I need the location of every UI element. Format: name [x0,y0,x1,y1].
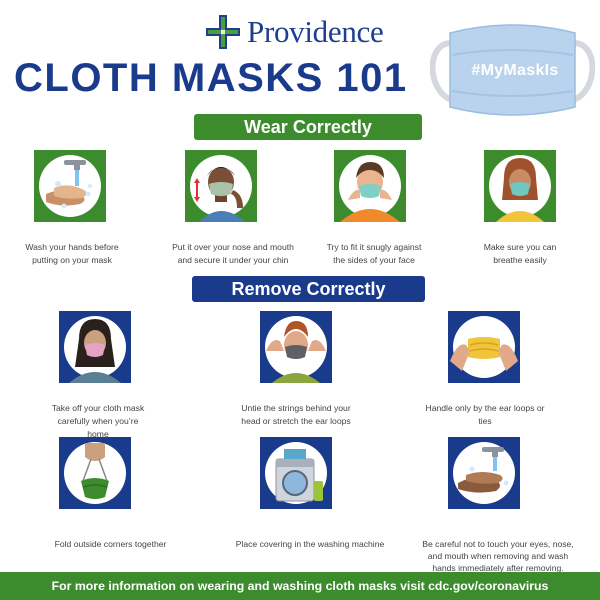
hand-holding-folded-mask-icon [59,437,131,509]
man-removing-mask-icon [260,311,332,383]
hand-washing-icon [34,150,106,222]
take-off-mask-tile [59,311,131,383]
surgical-mask-icon [429,15,596,125]
wear-step-4-caption: Make sure you can breathe easily [483,242,557,265]
footer-banner: For more information on wearing and wash… [0,572,600,600]
wear-step-1-caption: Wash your hands before putting on your m… [25,242,119,265]
remove-correctly-heading: Remove Correctly [192,276,425,302]
wear-step-2-caption: Put it over your nose and mouth and secu… [172,242,294,265]
wear-correctly-heading: Wear Correctly [194,114,422,140]
wash-hands-tile [34,150,106,222]
hands-holding-mask-icon [448,311,520,383]
wear-step-3-caption: Try to fit it snugly against the sides o… [326,242,422,265]
fold-corners-tile [59,437,131,509]
untie-strings-tile [260,311,332,383]
remove-step-4-caption: Fold outside corners together [54,539,167,549]
woman-wearing-pink-mask-icon [59,311,131,383]
providence-logo: Providence [205,12,395,52]
providence-cross-icon [205,14,241,50]
remove-step-6-caption: Be careful not to touch your eyes, nose,… [422,539,574,573]
man-fitting-mask-icon [334,150,406,222]
wash-after-removing-tile [448,437,520,509]
washing-machine-icon [260,437,332,509]
remove-step-2-caption: Untie the strings behind your head or st… [241,403,351,426]
man-adjusting-mask-icon [185,150,257,222]
hand-washing-icon [448,437,520,509]
adjust-mask-tile [185,150,257,222]
woman-wearing-mask-icon [484,150,556,222]
page-title: CLOTH MASKS 101 [14,56,408,100]
washing-machine-tile [260,437,332,509]
hashtag-label: #MyMaskIs [471,62,559,79]
remove-step-3-caption: Handle only by the ear loops or ties [425,403,545,426]
handle-loops-tile [448,311,520,383]
remove-step-5-caption: Place covering in the washing machine [235,539,385,549]
brand-name: Providence [247,14,384,49]
remove-step-1-caption: Take off your cloth mask carefully when … [51,403,145,439]
fit-mask-tile [334,150,406,222]
breathe-mask-tile [484,150,556,222]
